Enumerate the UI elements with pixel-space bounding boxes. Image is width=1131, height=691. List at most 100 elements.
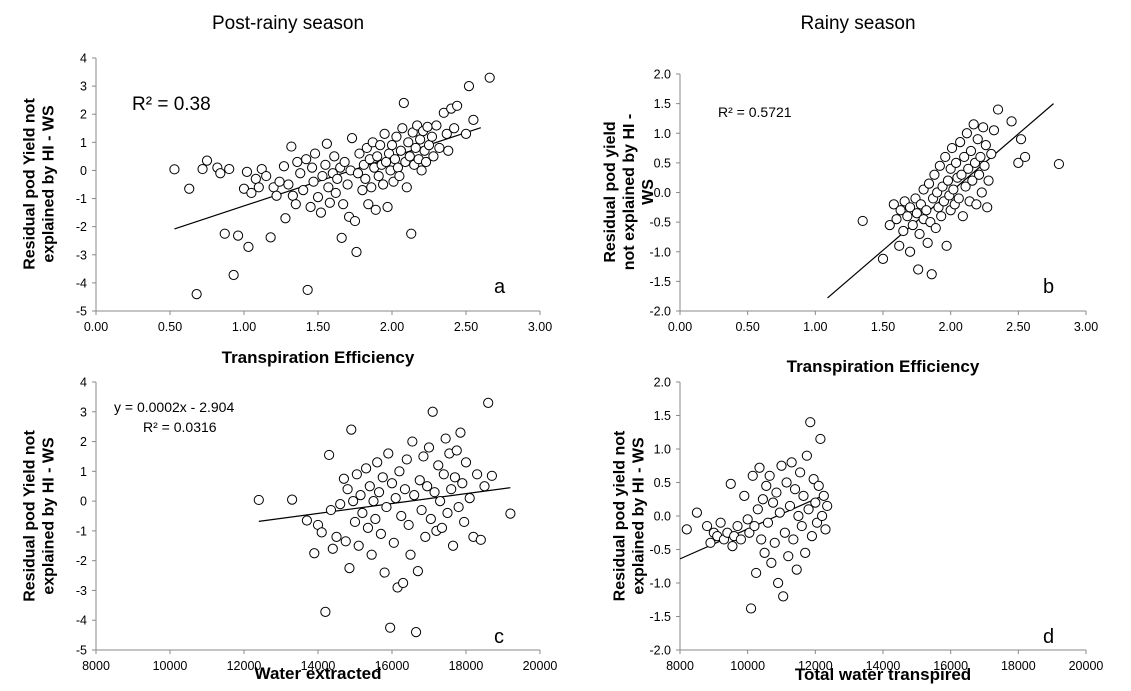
y-tick-label: 4 [80, 52, 87, 66]
data-point [940, 151, 951, 163]
data-point [976, 187, 987, 198]
panel-letter: d [1043, 626, 1054, 648]
data-point [372, 151, 383, 162]
data-point [988, 125, 1000, 136]
data-point [483, 397, 494, 408]
data-point [946, 142, 958, 154]
data-point [691, 507, 703, 518]
x-tick-label: 10000 [730, 659, 765, 673]
y-axis-title-line: Residual pod Yield not [22, 98, 39, 270]
data-point [898, 225, 909, 237]
data-point [778, 591, 789, 602]
data-point [290, 199, 301, 210]
data-point [292, 156, 303, 168]
data-point [922, 237, 933, 248]
data-point [811, 517, 823, 528]
y-axis-title-line: Residual pod yield not [612, 430, 629, 601]
y-axis-title-line: WS [640, 179, 657, 205]
data-point [762, 517, 774, 528]
data-point [354, 148, 365, 159]
data-point [398, 577, 409, 589]
data-point [486, 470, 497, 481]
data-point [405, 549, 416, 560]
x-tick-label: 10000 [153, 659, 188, 673]
data-point [388, 537, 399, 548]
x-tick-label: 1.00 [232, 320, 256, 334]
data-point [364, 481, 375, 492]
data-point [428, 151, 439, 162]
data-point [877, 253, 889, 264]
y-tick-label: -1.0 [649, 245, 671, 259]
data-point [184, 183, 195, 194]
data-point [766, 557, 777, 569]
regression-annotation: R² = 0.5721 [718, 104, 792, 120]
data-point [349, 516, 361, 528]
y-axis-title-line: explained by HI - WS [631, 437, 648, 595]
data-point [817, 510, 828, 522]
y-tick-label: -4 [76, 614, 87, 628]
x-tick-label: 14000 [866, 659, 901, 673]
data-point [321, 138, 332, 149]
data-point [442, 507, 453, 519]
data-point [246, 187, 257, 199]
data-point [813, 480, 824, 491]
data-point [745, 603, 757, 614]
data-point [416, 504, 427, 516]
data-point [357, 185, 368, 196]
data-point [479, 481, 490, 492]
y-tick-label: 4 [80, 376, 87, 390]
data-point [346, 424, 357, 435]
data-point [243, 241, 254, 253]
data-point [472, 469, 483, 480]
data-point [394, 170, 405, 182]
data-point [431, 120, 442, 131]
y-tick-label: 1.5 [654, 409, 671, 423]
data-point [280, 213, 291, 224]
data-point [808, 474, 819, 485]
data-point [309, 548, 320, 559]
data-point [215, 168, 226, 179]
data-point [934, 160, 945, 171]
data-point [761, 480, 772, 491]
x-tick-label: 1.50 [871, 320, 895, 334]
data-point [380, 156, 392, 168]
data-point [992, 104, 1004, 115]
data-point [403, 137, 414, 148]
data-point [287, 494, 298, 505]
data-point [767, 497, 779, 508]
data-point [980, 140, 991, 151]
data-point [382, 201, 393, 213]
x-tick-label: 16000 [375, 659, 410, 673]
data-point [978, 122, 989, 133]
data-point [505, 508, 516, 519]
data-point [771, 487, 782, 498]
y-tick-label: -1 [76, 192, 87, 206]
x-axis-title: Transpiration Efficiency [222, 348, 415, 367]
data-point [752, 504, 763, 515]
data-point [370, 204, 381, 215]
data-point [960, 181, 971, 192]
data-point [346, 133, 358, 144]
data-point [312, 192, 324, 203]
data-point [283, 179, 294, 190]
data-point [253, 182, 264, 193]
data-point [308, 176, 319, 187]
data-point [351, 246, 362, 258]
data-point [342, 179, 353, 190]
data-point [942, 175, 954, 186]
data-point [904, 202, 916, 213]
data-point [857, 215, 868, 227]
data-point [261, 170, 272, 182]
data-point [911, 208, 922, 219]
y-tick-label: 0.0 [654, 510, 671, 524]
y-tick-label: -2.0 [649, 305, 671, 319]
y-tick-label: 3 [80, 405, 87, 419]
data-point [404, 151, 415, 162]
y-tick-label: -0.5 [649, 216, 671, 230]
data-point [330, 187, 341, 199]
data-point [396, 510, 407, 522]
y-tick-label: -0.5 [649, 543, 671, 557]
data-point [422, 121, 433, 132]
data-point [884, 219, 895, 231]
